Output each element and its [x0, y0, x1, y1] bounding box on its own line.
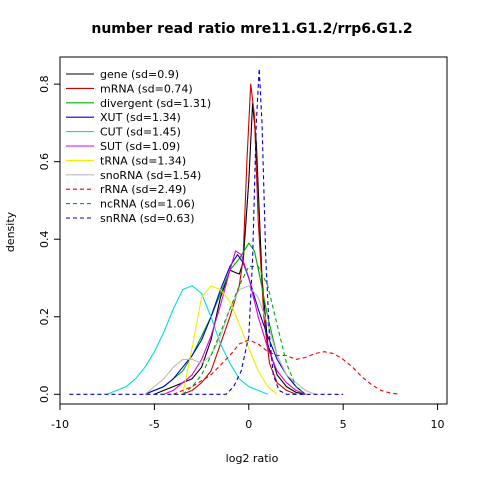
series-line-5	[163, 250, 306, 395]
series-line-8	[173, 339, 400, 395]
series-line-9	[182, 265, 306, 395]
y-axis-label: density	[4, 211, 17, 252]
series-line-6	[182, 285, 278, 395]
x-tick-label: -10	[51, 418, 69, 431]
y-tick-label: 0.2	[38, 308, 51, 326]
legend-label: gene (sd=0.9)	[100, 68, 179, 81]
legend-label: snoRNA (sd=1.54)	[100, 169, 201, 182]
y-tick-label: 0.8	[38, 75, 51, 93]
legend: gene (sd=0.9)mRNA (sd=0.74) divergent (sd…	[66, 68, 211, 225]
legend-label: mRNA (sd=0.74)	[100, 82, 193, 95]
x-tick-label: 0	[245, 418, 252, 431]
legend-label: XUT (sd=1.34)	[100, 111, 181, 124]
chart-title: number read ratio mre11.G1.2/rrp6.G1.2	[91, 21, 412, 37]
legend-label: snRNA (sd=0.63)	[100, 212, 195, 225]
series-line-10	[69, 68, 344, 395]
x-axis: -10 -5 0 5 10	[51, 403, 445, 431]
legend-label: divergent (sd=1.31)	[100, 97, 211, 110]
series-layer	[69, 68, 400, 395]
series-line-4	[106, 285, 268, 395]
legend-label: rRNA (sd=2.49)	[100, 183, 186, 196]
y-tick-label: 0.0	[38, 386, 51, 404]
y-tick-label: 0.6	[38, 153, 51, 171]
series-line-1	[182, 83, 297, 395]
x-tick-label: 10	[431, 418, 445, 431]
y-tick-label: 0.4	[38, 230, 51, 248]
x-axis-label: log2 ratio	[226, 452, 279, 465]
legend-label: ncRNA (sd=1.06)	[100, 198, 195, 211]
series-line-3	[144, 254, 306, 395]
legend-label: SUT (sd=1.09)	[100, 140, 180, 153]
x-tick-label: -5	[149, 418, 160, 431]
y-axis: 0.0 0.2 0.4 0.6 0.8	[38, 75, 61, 404]
legend-label: CUT (sd=1.45)	[100, 126, 181, 139]
legend-label: tRNA (sd=1.34)	[100, 154, 186, 167]
x-tick-label: 5	[340, 418, 347, 431]
